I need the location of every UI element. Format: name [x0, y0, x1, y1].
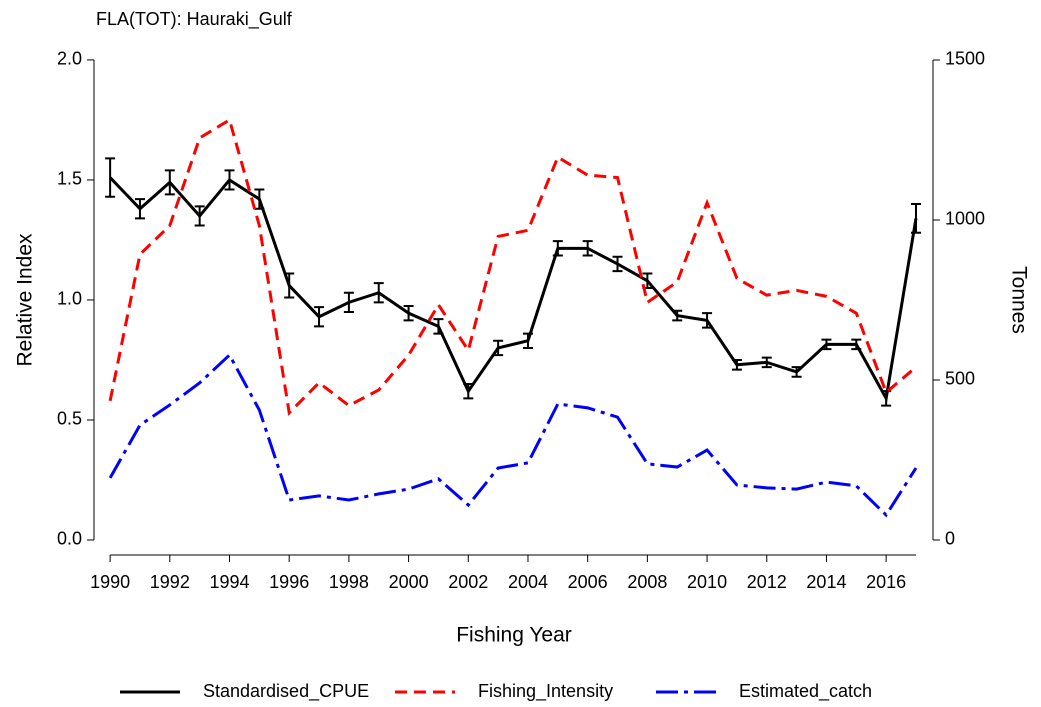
chart-title: FLA(TOT): Hauraki_Gulf: [96, 9, 293, 30]
error-bar: [672, 309, 683, 322]
error-bar: [612, 255, 623, 273]
error-bar: [463, 382, 474, 400]
y2-tick-label: 0: [945, 529, 955, 549]
error-bar: [373, 282, 384, 304]
error-bar: [522, 332, 533, 349]
error-bar: [314, 306, 325, 328]
series-line: [108, 352, 918, 518]
x-tick-label: 2004: [508, 572, 548, 592]
x-tick-label: 2002: [448, 572, 488, 592]
x-tick-label: 2006: [568, 572, 608, 592]
error-bar: [433, 318, 444, 335]
legend-label: Fishing_Intensity: [478, 681, 613, 702]
error-bar: [851, 338, 862, 351]
y-tick-label: 0.5: [57, 409, 82, 429]
error-bar: [791, 366, 802, 378]
x-tick-label: 2000: [389, 572, 429, 592]
error-bar: [254, 188, 265, 210]
x-tick-label: 2010: [687, 572, 727, 592]
y-tick-label: 2.0: [57, 49, 82, 69]
x-tick-label: 2014: [806, 572, 846, 592]
y-tick-label: 1.0: [57, 289, 82, 309]
y2-tick-label: 500: [945, 369, 975, 389]
error-bar: [910, 202, 921, 234]
error-bar: [284, 272, 295, 299]
x-tick-label: 2012: [747, 572, 787, 592]
error-bar: [134, 198, 145, 220]
error-bar: [224, 169, 235, 191]
series-line: [108, 117, 917, 416]
y-axis-label: Relative Index: [14, 233, 37, 367]
x-axis-label: Fishing Year: [456, 624, 572, 647]
y2-axis-label: Tonnes: [1007, 266, 1030, 334]
x-tick-label: 2016: [866, 572, 906, 592]
error-bar: [164, 169, 175, 196]
error-bar: [821, 338, 832, 351]
x-tick-label: 1990: [90, 572, 130, 592]
error-bar: [761, 356, 772, 369]
x-tick-label: 1996: [269, 572, 309, 592]
error-bar: [403, 304, 414, 322]
error-bar: [552, 240, 563, 257]
error-bar: [194, 205, 205, 227]
y2-tick-label: 1000: [945, 209, 985, 229]
x-tick-label: 1992: [150, 572, 190, 592]
error-bar: [105, 157, 116, 198]
y-tick-label: 0.0: [57, 529, 82, 549]
error-bar: [343, 291, 354, 313]
error-bar: [731, 358, 742, 371]
y2-tick-label: 1500: [945, 49, 985, 69]
error-bar: [493, 339, 504, 357]
error-bar: [582, 240, 593, 257]
legend-label: Estimated_catch: [739, 681, 872, 702]
x-tick-label: 2008: [627, 572, 667, 592]
x-tick-label: 1998: [329, 572, 369, 592]
legend-label: Standardised_CPUE: [203, 681, 369, 702]
y-tick-label: 1.5: [57, 169, 82, 189]
series-line: [109, 176, 918, 403]
x-tick-label: 1994: [209, 572, 249, 592]
error-bar: [702, 312, 713, 329]
